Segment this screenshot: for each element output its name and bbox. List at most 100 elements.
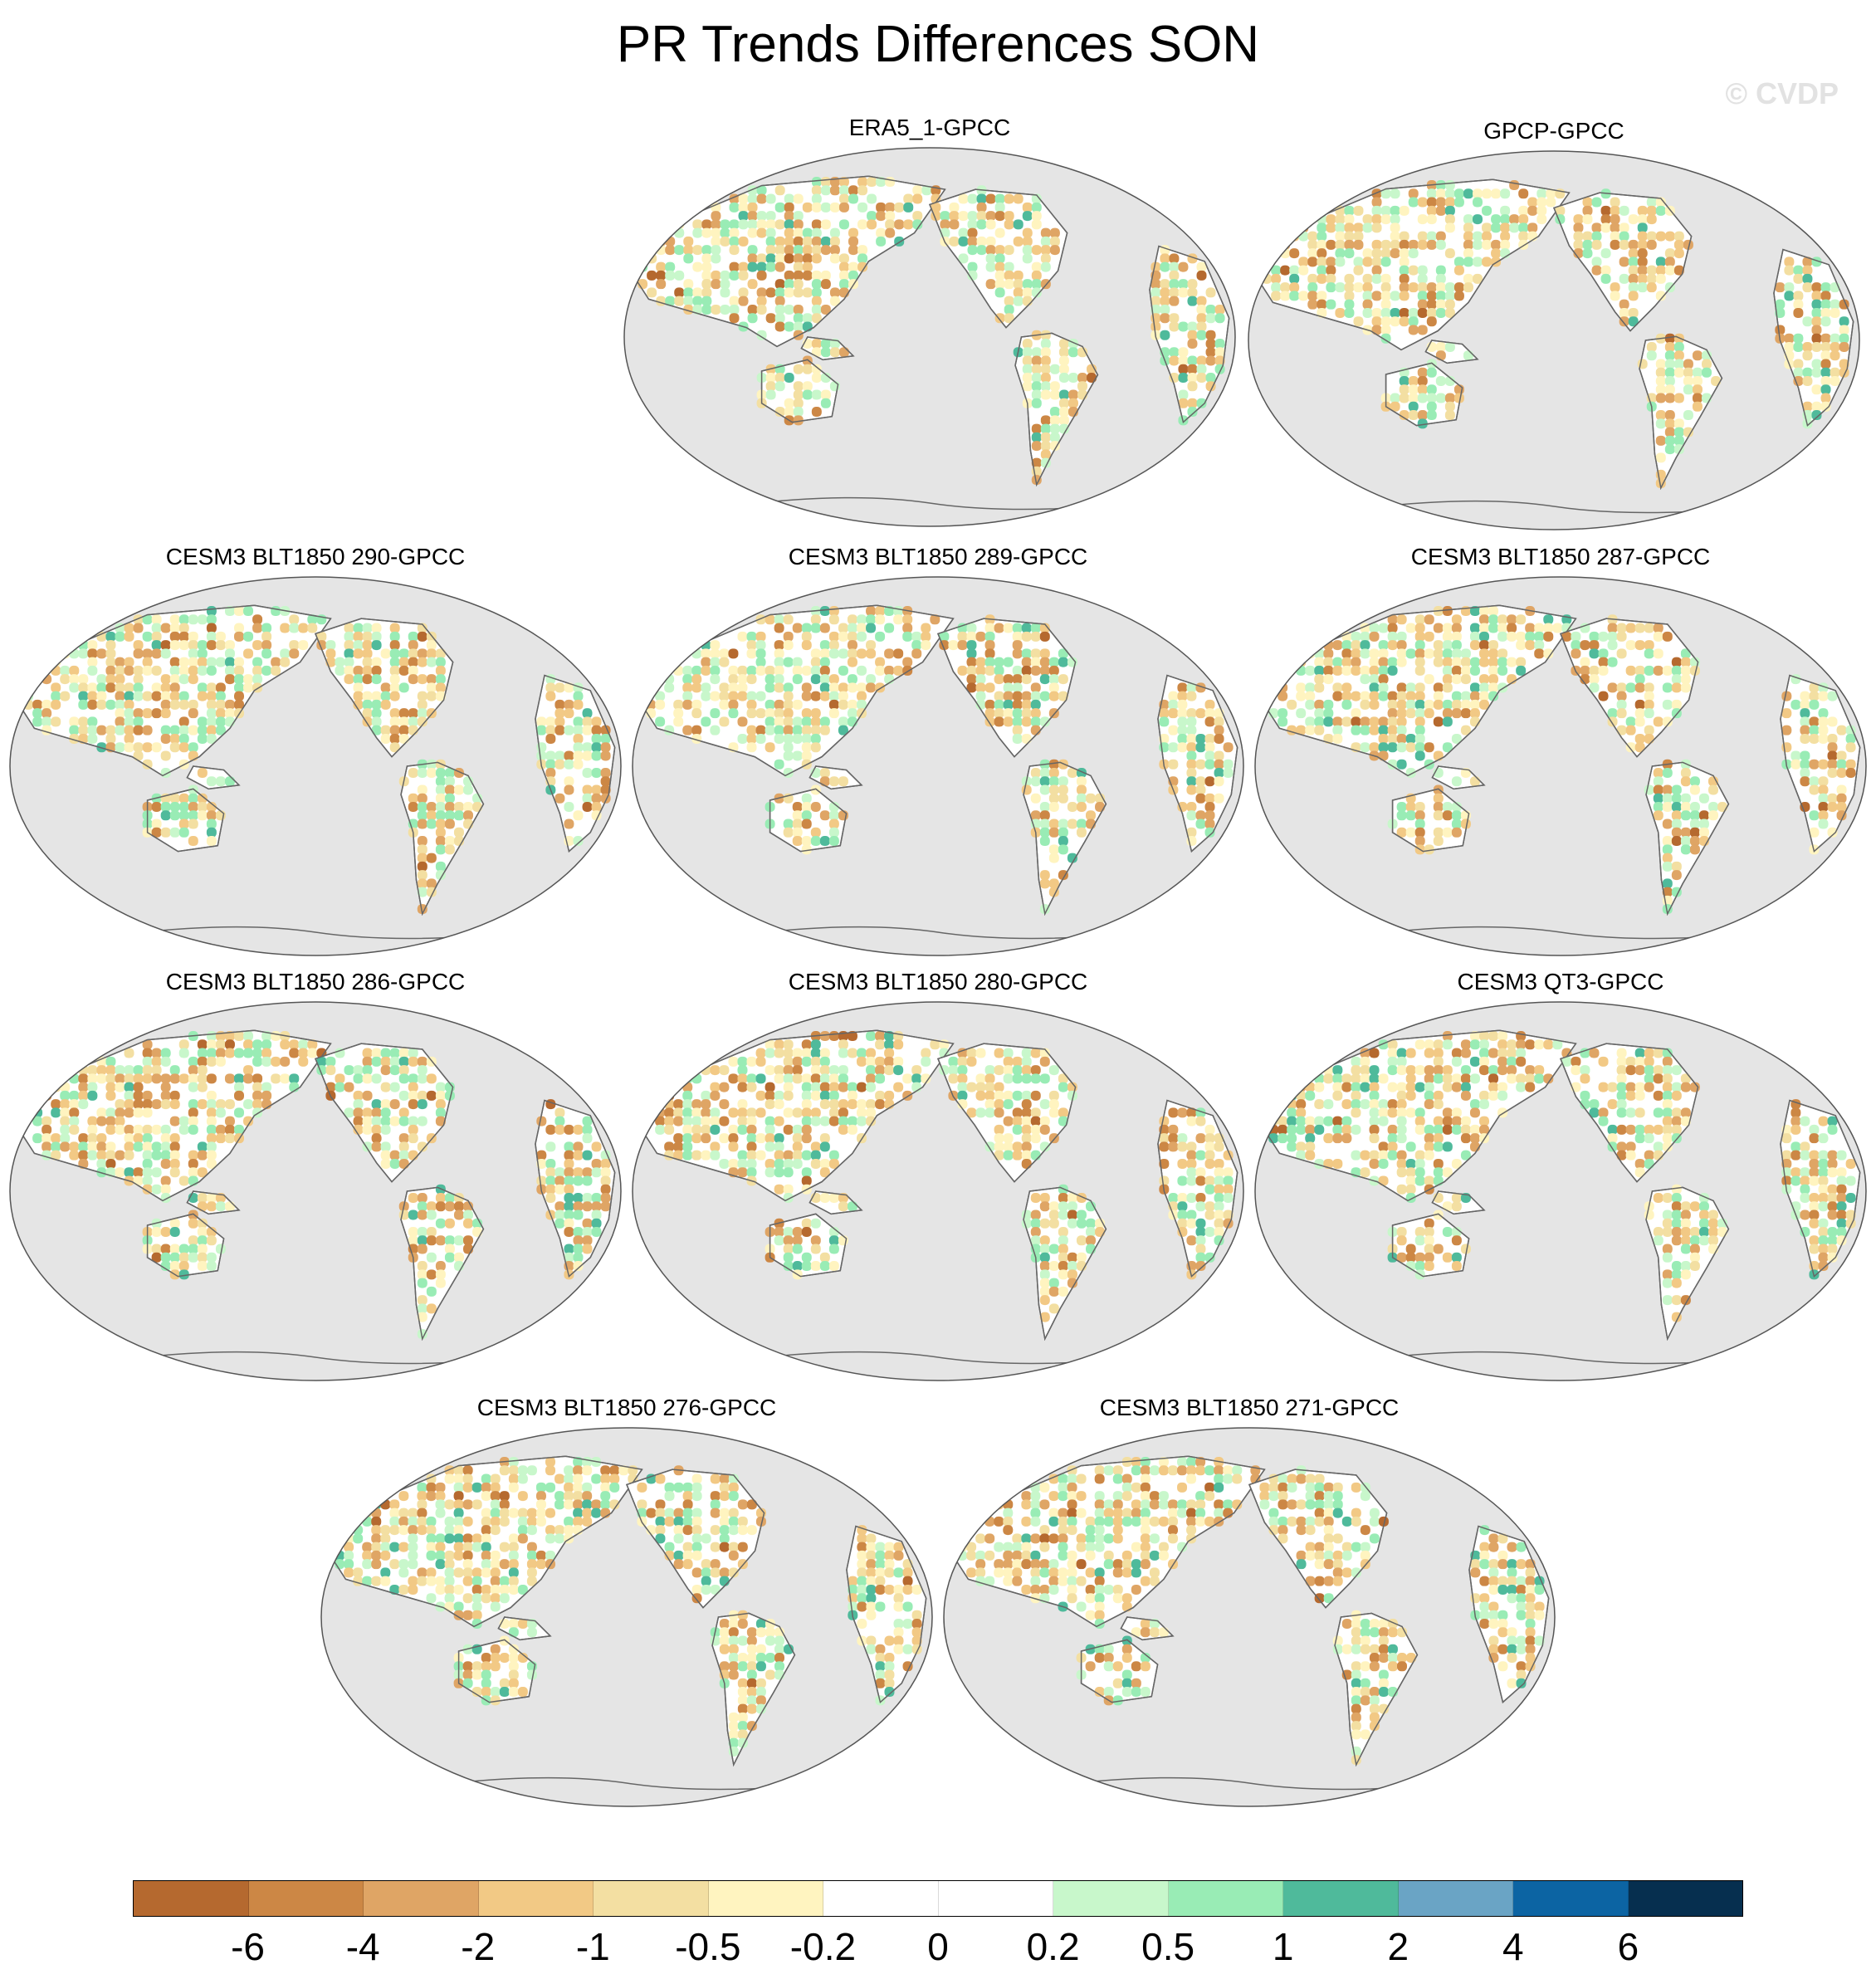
trend-cell [1022, 236, 1033, 247]
trend-cell [1204, 742, 1215, 753]
trend-cell [362, 1065, 373, 1076]
trend-cell [444, 1499, 455, 1510]
trend-cell [96, 682, 107, 693]
trend-cell [783, 614, 794, 625]
trend-cell [1314, 699, 1325, 710]
trend-cell [838, 682, 848, 693]
trend-cell [362, 1090, 373, 1101]
trend-cell [362, 1056, 373, 1067]
trend-cell [1662, 784, 1673, 795]
trend-cell [984, 1065, 995, 1076]
trend-cell [1317, 222, 1327, 233]
trend-cell [810, 1218, 821, 1229]
trend-cell [188, 657, 198, 667]
trend-cell [1030, 1065, 1041, 1076]
trend-cell [1003, 674, 1014, 685]
trend-cell [810, 827, 821, 838]
trend-cell [691, 1525, 702, 1536]
trend-cell [1442, 1252, 1453, 1263]
trend-cell [1809, 1133, 1820, 1144]
trend-cell [691, 1491, 702, 1502]
trend-cell [490, 1525, 501, 1536]
trend-cell [811, 347, 822, 358]
trend-cell [1378, 640, 1389, 651]
trend-cell [398, 1116, 409, 1126]
trend-cell [1030, 1124, 1041, 1135]
trend-cell [1497, 1056, 1508, 1067]
trend-cell [197, 1167, 208, 1178]
trend-cell [1396, 1099, 1407, 1110]
trend-cell [810, 1244, 821, 1254]
trend-cell [1058, 793, 1068, 804]
trend-cell [371, 1116, 382, 1126]
trend-cell [1800, 1209, 1810, 1220]
trend-cell [875, 1031, 886, 1042]
trend-cell [1204, 1158, 1215, 1169]
trend-cell [1405, 1252, 1416, 1263]
trend-cell [1332, 1065, 1343, 1076]
trend-cell [1845, 759, 1856, 770]
trend-cell [224, 1124, 235, 1135]
trend-cell [1811, 333, 1822, 344]
trend-cell [673, 1150, 684, 1161]
trend-cell [1387, 1141, 1398, 1152]
trend-cell [820, 347, 831, 358]
world-map [1254, 1001, 1867, 1381]
trend-cell [1048, 759, 1059, 770]
trend-cell [1781, 1158, 1792, 1169]
trend-cell [178, 699, 189, 710]
trend-cell [573, 1227, 584, 1238]
trend-cell [1095, 1218, 1106, 1229]
trend-cell [1683, 239, 1693, 250]
trend-cell [1671, 1261, 1682, 1272]
trend-cell [1634, 742, 1645, 753]
trend-cell [1671, 1201, 1682, 1212]
trend-cell [1095, 793, 1106, 804]
trend-cell [746, 1687, 757, 1698]
trend-cell [435, 1533, 446, 1544]
trend-cell [252, 674, 263, 685]
trend-cell [600, 1499, 611, 1510]
trend-cell [1488, 682, 1499, 693]
trend-cell [380, 725, 391, 735]
trend-cell [499, 1687, 510, 1698]
trend-cell [252, 657, 263, 667]
trend-cell [810, 1261, 821, 1272]
trend-cell [912, 193, 923, 204]
trend-cell [1067, 373, 1078, 384]
trend-cell [637, 1116, 647, 1126]
trend-cell [1479, 1065, 1489, 1076]
trend-cell [307, 1048, 318, 1058]
trend-cell [673, 1516, 684, 1527]
trend-cell [1802, 316, 1813, 327]
trend-cell [344, 1550, 354, 1561]
trend-cell [1680, 802, 1691, 813]
trend-cell [985, 253, 996, 264]
trend-cell [1444, 222, 1455, 233]
trend-cell [1488, 1090, 1499, 1101]
trend-cell [1040, 364, 1051, 374]
trend-cell [435, 819, 446, 829]
trend-cell [1625, 1150, 1636, 1161]
trend-cell [1460, 1116, 1471, 1126]
trend-cell [1223, 1465, 1234, 1476]
trend-cell [1793, 376, 1804, 387]
trend-cell [949, 219, 960, 230]
trend-cell [545, 1457, 555, 1468]
trend-cell [160, 1073, 171, 1084]
trend-cell [783, 1124, 794, 1135]
trend-cell [1351, 657, 1361, 667]
trend-cell [398, 682, 409, 693]
trend-cell [1087, 364, 1097, 374]
trend-cell [746, 1073, 757, 1084]
trend-cell [683, 245, 694, 256]
trend-cell [234, 665, 244, 676]
trend-cell [1204, 733, 1215, 744]
trend-cell [499, 1678, 510, 1688]
trend-cell [1534, 1039, 1545, 1050]
trend-cell [1479, 1124, 1489, 1135]
trend-cell [545, 725, 556, 735]
trend-cell [1151, 279, 1161, 290]
trend-cell [252, 640, 263, 651]
trend-cell [783, 819, 794, 829]
